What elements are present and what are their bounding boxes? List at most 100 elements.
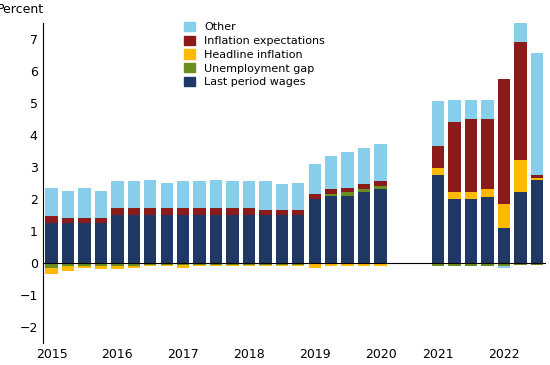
- Bar: [531, 53, 543, 175]
- Bar: [161, 208, 173, 215]
- Bar: [358, 192, 370, 263]
- Bar: [46, 263, 58, 268]
- Bar: [531, 263, 543, 265]
- Bar: [111, 181, 124, 208]
- Bar: [358, 184, 370, 189]
- Bar: [292, 263, 305, 265]
- Bar: [342, 196, 354, 263]
- Bar: [46, 188, 58, 216]
- Bar: [514, 161, 526, 192]
- Bar: [375, 186, 387, 189]
- Bar: [210, 180, 222, 208]
- Text: Percent: Percent: [0, 3, 45, 16]
- Bar: [144, 263, 156, 265]
- Bar: [46, 268, 58, 274]
- Bar: [194, 265, 206, 266]
- Bar: [309, 194, 321, 199]
- Bar: [161, 215, 173, 263]
- Bar: [95, 223, 107, 263]
- Bar: [194, 181, 206, 208]
- Bar: [292, 210, 305, 215]
- Bar: [342, 263, 354, 266]
- Bar: [161, 263, 173, 265]
- Bar: [358, 148, 370, 184]
- Bar: [46, 223, 58, 263]
- Bar: [325, 196, 337, 263]
- Bar: [432, 101, 444, 146]
- Bar: [498, 266, 510, 268]
- Bar: [177, 263, 189, 265]
- Bar: [325, 189, 337, 194]
- Bar: [432, 263, 444, 266]
- Bar: [276, 210, 288, 215]
- Bar: [62, 223, 74, 263]
- Bar: [259, 263, 272, 265]
- Bar: [292, 183, 305, 210]
- Bar: [259, 210, 272, 215]
- Bar: [276, 265, 288, 266]
- Bar: [432, 169, 444, 175]
- Bar: [292, 265, 305, 266]
- Bar: [448, 263, 461, 266]
- Bar: [481, 119, 493, 189]
- Bar: [194, 263, 206, 265]
- Bar: [161, 265, 173, 266]
- Bar: [95, 263, 107, 266]
- Bar: [95, 266, 107, 269]
- Bar: [514, 192, 526, 263]
- Bar: [128, 208, 140, 215]
- Bar: [325, 263, 337, 266]
- Bar: [210, 208, 222, 215]
- Bar: [62, 191, 74, 218]
- Bar: [161, 183, 173, 208]
- Bar: [531, 180, 543, 263]
- Bar: [95, 218, 107, 223]
- Bar: [448, 100, 461, 122]
- Bar: [292, 215, 305, 263]
- Bar: [309, 164, 321, 194]
- Bar: [144, 215, 156, 263]
- Bar: [325, 155, 337, 189]
- Bar: [531, 178, 543, 180]
- Bar: [210, 265, 222, 266]
- Bar: [432, 175, 444, 263]
- Bar: [432, 146, 444, 169]
- Bar: [243, 215, 255, 263]
- Bar: [259, 265, 272, 266]
- Bar: [144, 208, 156, 215]
- Bar: [259, 181, 272, 210]
- Bar: [498, 79, 510, 204]
- Bar: [128, 215, 140, 263]
- Bar: [325, 194, 337, 196]
- Bar: [375, 145, 387, 181]
- Bar: [259, 215, 272, 263]
- Bar: [448, 199, 461, 263]
- Bar: [481, 100, 493, 119]
- Bar: [194, 215, 206, 263]
- Bar: [177, 265, 189, 268]
- Bar: [78, 223, 91, 263]
- Bar: [514, 42, 526, 161]
- Bar: [243, 265, 255, 266]
- Bar: [243, 263, 255, 265]
- Bar: [375, 189, 387, 263]
- Bar: [342, 188, 354, 192]
- Bar: [498, 263, 510, 266]
- Bar: [111, 208, 124, 215]
- Bar: [128, 181, 140, 208]
- Bar: [144, 180, 156, 208]
- Bar: [62, 263, 74, 266]
- Bar: [448, 192, 461, 199]
- Bar: [465, 100, 477, 119]
- Bar: [111, 263, 124, 266]
- Bar: [465, 119, 477, 192]
- Bar: [531, 175, 543, 178]
- Bar: [514, 20, 526, 42]
- Bar: [465, 263, 477, 266]
- Bar: [227, 265, 239, 266]
- Bar: [448, 122, 461, 192]
- Bar: [465, 192, 477, 199]
- Bar: [498, 228, 510, 263]
- Bar: [342, 192, 354, 196]
- Bar: [481, 197, 493, 263]
